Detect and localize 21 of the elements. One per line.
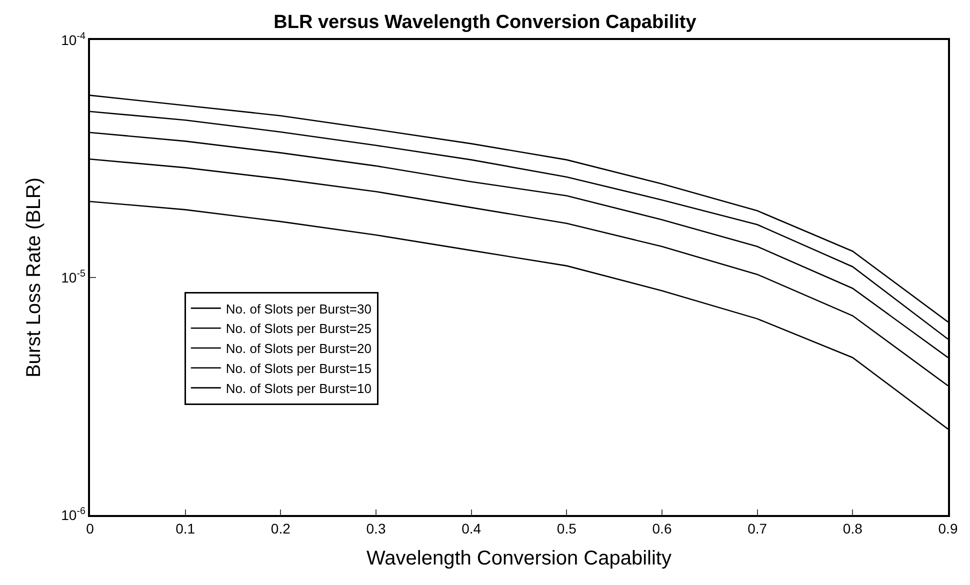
y-tick-label: 10$^{-5}$ [61, 268, 86, 286]
legend-label: No. of Slots per Burst=20 [226, 341, 372, 356]
x-tick-label: 0.5 [556, 520, 577, 537]
x-tick-label: 0.9 [938, 520, 958, 537]
x-tick-label: 0.4 [462, 520, 482, 537]
legend-label: No. of Slots per Burst=15 [226, 360, 372, 376]
x-tick-label: 0.1 [176, 520, 196, 537]
x-tick-label: 0.6 [652, 520, 672, 537]
x-tick-label: 0.7 [748, 520, 768, 537]
x-tick-label: 0.3 [366, 520, 386, 537]
x-axis-title: Wavelength Conversion Capability [366, 548, 672, 570]
y-tick-label: 10$^{-4}$ [61, 31, 86, 48]
chart-title: BLR versus Wavelength Conversion Capability [274, 12, 697, 33]
legend-label: No. of Slots per Burst=25 [226, 321, 372, 336]
x-tick-label: 0.2 [270, 520, 291, 537]
x-tick-label: 0.8 [842, 520, 863, 537]
y-axis-title: Burst Loss Rate (BLR) [23, 177, 46, 378]
legend-label: No. of Slots per Burst=30 [226, 301, 372, 316]
x-tick-label: 0 [86, 520, 94, 537]
y-tick-label: 10$^{-6}$ [61, 506, 86, 523]
legend-label: No. of Slots per Burst=10 [226, 380, 372, 396]
